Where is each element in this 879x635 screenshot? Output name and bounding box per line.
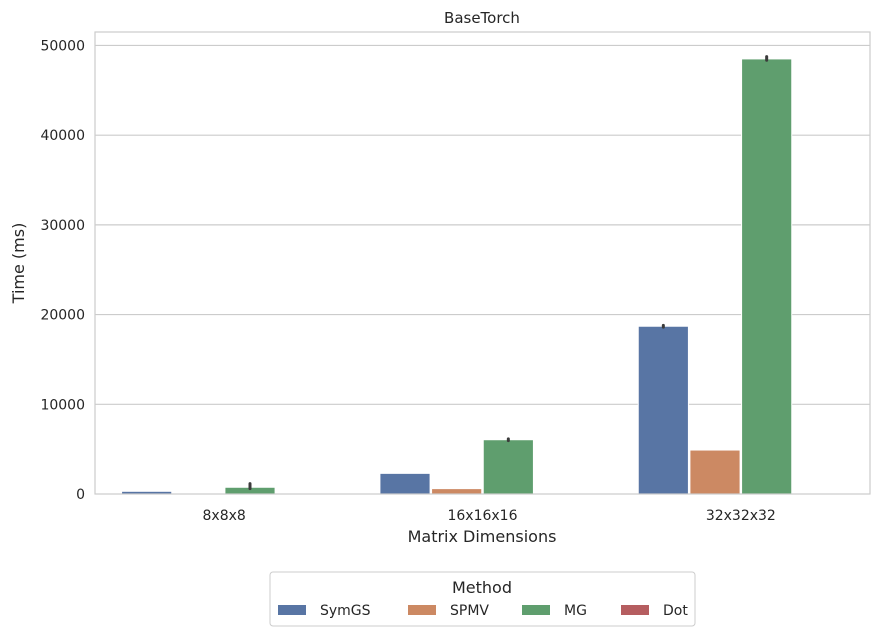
y-axis-label: Time (ms) xyxy=(9,223,28,305)
legend-swatch-mg xyxy=(522,605,550,615)
y-tick-label: 30000 xyxy=(40,218,85,234)
bar-spmv-32x32x32 xyxy=(689,449,741,495)
y-tick-labels: 0 10000 20000 30000 40000 50000 xyxy=(40,38,85,503)
bar-symgs-16x16x16 xyxy=(379,472,431,495)
y-tick-label: 40000 xyxy=(40,128,85,144)
y-tick-label: 0 xyxy=(76,487,85,503)
y-tick-label: 50000 xyxy=(40,38,85,54)
legend-label-symgs: SymGS xyxy=(320,603,371,619)
bar-mg-16x16x16 xyxy=(482,439,534,495)
legend-swatch-spmv xyxy=(408,605,436,615)
x-tick-label: 32x32x32 xyxy=(706,508,776,524)
bar-spmv-16x16x16 xyxy=(431,488,483,495)
x-axis-label: Matrix Dimensions xyxy=(408,527,557,546)
legend-label-dot: Dot xyxy=(663,603,688,619)
legend-frame xyxy=(269,571,696,627)
y-tick-label: 20000 xyxy=(40,308,85,324)
legend-items: SymGS SPMV MG Dot xyxy=(278,603,688,619)
bar-mg-32x32x32 xyxy=(741,58,793,495)
x-tick-label: 8x8x8 xyxy=(203,508,246,524)
x-tick-label: 16x16x16 xyxy=(447,508,517,524)
bars xyxy=(121,55,844,495)
legend-swatch-dot xyxy=(621,605,649,615)
legend-label-mg: MG xyxy=(564,603,587,619)
bar-symgs-32x32x32 xyxy=(637,325,689,495)
x-tick-labels: 8x8x8 16x16x16 32x32x32 xyxy=(203,508,776,524)
legend-swatch-symgs xyxy=(278,605,306,615)
grid-lines xyxy=(95,44,870,405)
chart-title: BaseTorch xyxy=(444,9,520,27)
legend-title: Method xyxy=(452,578,512,597)
legend: Method SymGS SPMV MG Dot xyxy=(269,571,696,627)
legend-label-spmv: SPMV xyxy=(450,603,489,619)
y-tick-label: 10000 xyxy=(40,397,85,413)
plot-frame xyxy=(94,31,871,495)
